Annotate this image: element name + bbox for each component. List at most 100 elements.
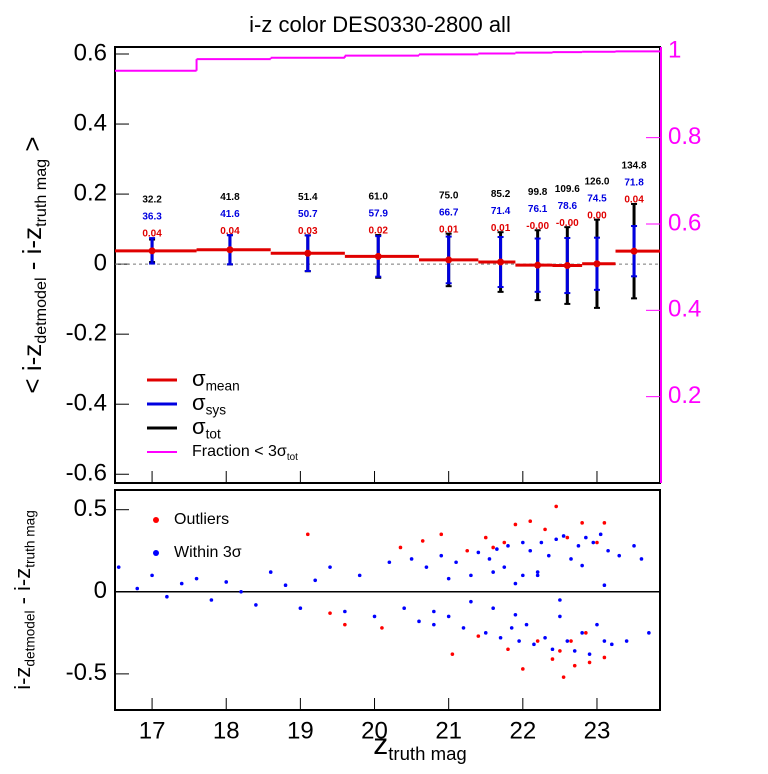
point <box>432 609 436 614</box>
x-tick-label: 17 <box>139 717 166 744</box>
point <box>432 622 436 627</box>
axis-label: σsys <box>192 390 226 417</box>
mean-label: 0.02 <box>368 226 388 237</box>
point <box>587 660 592 665</box>
point <box>624 639 629 643</box>
mean-label: -0.00 <box>526 221 549 232</box>
point <box>584 631 588 635</box>
point <box>343 622 347 627</box>
point <box>150 573 154 578</box>
point <box>509 626 514 630</box>
point <box>268 570 273 574</box>
point <box>532 642 536 647</box>
point <box>387 560 392 565</box>
point <box>595 540 599 545</box>
label-part: truth mag <box>22 510 37 568</box>
point <box>521 667 525 671</box>
point <box>639 557 644 561</box>
point <box>491 606 495 611</box>
label-part: z <box>373 728 388 761</box>
point <box>502 565 507 569</box>
point <box>561 675 566 679</box>
point <box>298 606 303 611</box>
point <box>357 573 362 578</box>
point <box>483 631 488 635</box>
point <box>283 583 288 588</box>
sys-label: 74.5 <box>587 193 607 204</box>
point <box>598 532 603 537</box>
point <box>558 598 562 602</box>
mean-marker <box>593 260 601 268</box>
mean-marker <box>534 261 542 269</box>
point <box>535 570 540 574</box>
point <box>372 614 377 619</box>
point <box>576 544 581 548</box>
point <box>179 581 184 586</box>
point <box>239 589 243 594</box>
y-tick-label: 0 <box>94 577 107 604</box>
point <box>439 553 444 558</box>
point <box>491 570 495 574</box>
point <box>424 565 429 569</box>
y-tick-label: -0.6 <box>66 460 107 487</box>
label-part: > <box>17 136 47 158</box>
point <box>487 557 492 561</box>
y-tick-label: -0.2 <box>66 320 107 347</box>
x-tick-label: 20 <box>361 717 388 744</box>
sys-label: 76.1 <box>528 204 548 215</box>
x-tick-label: 18 <box>213 717 240 744</box>
tot-label: 61.0 <box>368 192 388 203</box>
label-part: truth mag <box>388 743 467 764</box>
label-part: - i-z <box>17 227 47 278</box>
point <box>535 639 540 643</box>
point <box>550 657 555 661</box>
point <box>483 535 488 540</box>
point <box>584 535 588 540</box>
x-tick-label: 23 <box>584 717 611 744</box>
mean-marker <box>374 252 382 260</box>
legend-marker <box>153 517 159 523</box>
tot-label: 134.8 <box>622 161 647 172</box>
legend-label: Within 3σ <box>174 544 242 561</box>
point <box>521 573 525 578</box>
tot-label: 126.0 <box>584 176 609 187</box>
sys-label: 41.6 <box>220 209 240 220</box>
point <box>558 614 562 619</box>
y-tick-label: -0.4 <box>66 390 107 417</box>
point <box>476 550 481 555</box>
label-part: Fraction < 3σ <box>192 443 287 460</box>
point <box>572 649 577 653</box>
mean-label: 0.01 <box>491 223 511 234</box>
x-tick-label: 22 <box>509 717 536 744</box>
axis-label: < i-zdetmodel - i-ztruth mag > <box>17 136 50 393</box>
x-tick-label: 21 <box>435 717 462 744</box>
bottom-frame <box>114 489 661 711</box>
label-part: sys <box>206 402 227 417</box>
mean-marker <box>445 256 453 264</box>
y2-tick-label: 0.2 <box>668 382 701 409</box>
point <box>617 553 622 558</box>
label-part: truth mag <box>32 159 50 227</box>
point <box>454 560 458 565</box>
mean-marker <box>226 246 234 254</box>
tot-label: 99.8 <box>528 187 548 198</box>
point <box>610 642 614 647</box>
y2-tick-label: 0.8 <box>668 123 701 150</box>
mean-label: 0.04 <box>142 229 162 240</box>
tot-label: 85.2 <box>491 189 511 200</box>
point <box>602 655 607 660</box>
mean-marker <box>630 247 638 255</box>
point <box>116 565 121 569</box>
point <box>254 603 258 607</box>
point <box>602 583 607 588</box>
chart-title: i-z color DES0330-2800 all <box>249 12 511 37</box>
label-part: - i-z <box>10 568 35 611</box>
y2-tick-label: 1 <box>668 37 681 64</box>
point <box>495 547 499 551</box>
point <box>602 521 607 525</box>
label-part: tot <box>287 451 298 462</box>
mean-marker <box>148 247 156 255</box>
label-part: mean <box>206 378 240 393</box>
point <box>554 537 558 542</box>
